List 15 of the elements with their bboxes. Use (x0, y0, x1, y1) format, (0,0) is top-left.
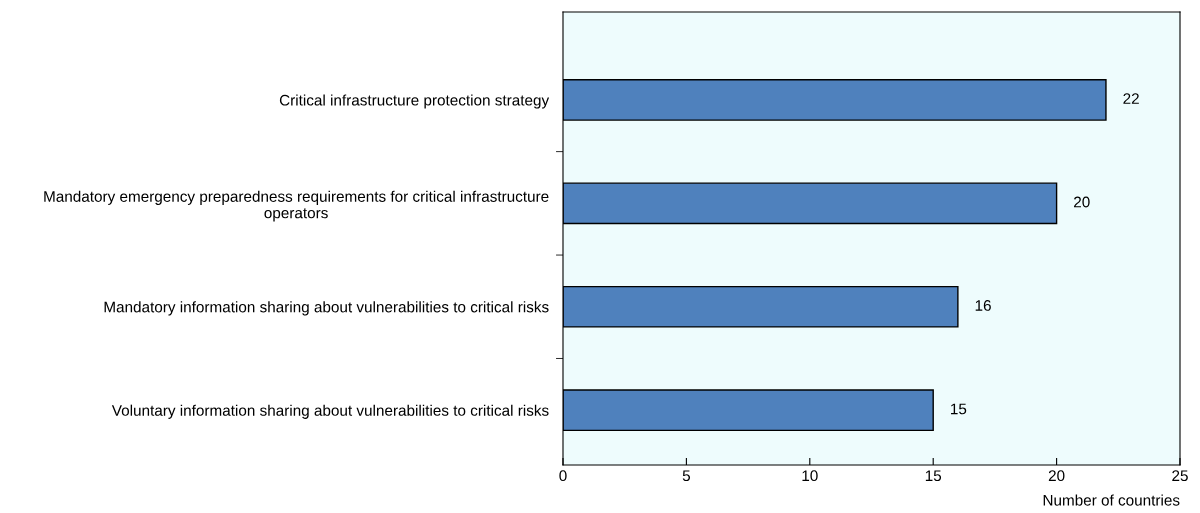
x-tick-label: 20 (1048, 470, 1065, 482)
y-tick-label: Voluntary information sharing about vulnerabilities to critical risks (111, 404, 549, 419)
x-tick-label: 5 (682, 470, 691, 482)
data-label: 15 (951, 403, 967, 415)
data-label: 22 (1123, 93, 1139, 104)
x-axis-title: Number of countries (1043, 494, 1180, 506)
x-tick-label: 25 (1172, 470, 1188, 482)
y-tick-label: Critical infrastructure protection strategy (279, 94, 550, 109)
data-label: 20 (1074, 196, 1090, 208)
y-tick-label: Mandatory information sharing about vulnerabilities to critical risks (104, 301, 549, 316)
x-tick-label: 0 (559, 470, 567, 482)
x-tick-label: 15 (925, 470, 942, 482)
y-tick-label: Mandatory emergency preparedness requirements for critical infrastructure operators (44, 190, 549, 222)
data-label: 16 (975, 300, 991, 311)
x-tick-label: 10 (802, 470, 818, 482)
